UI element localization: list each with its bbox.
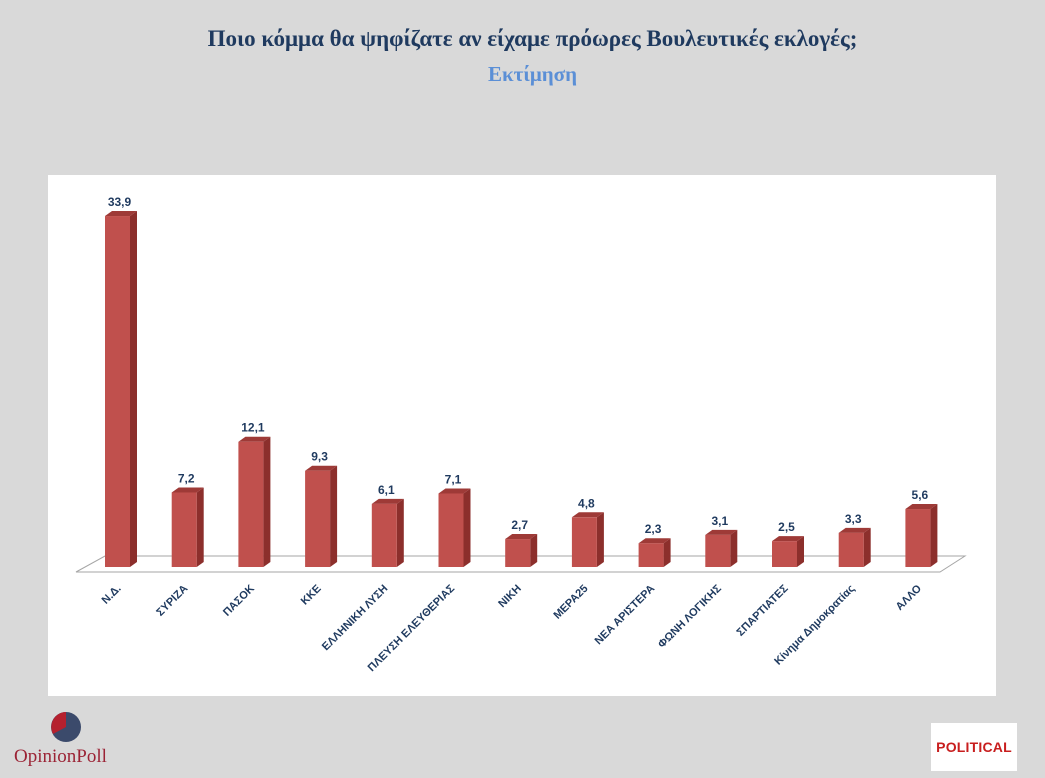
data-label: 2,5: [778, 520, 795, 534]
data-label: 3,1: [711, 514, 728, 528]
bar: [505, 539, 531, 567]
bar-side: [130, 211, 137, 568]
opinionpoll-logo-text: OpinionPoll: [14, 746, 107, 767]
bar: [438, 493, 464, 567]
bar-top: [838, 527, 871, 533]
bar: [305, 470, 331, 567]
political-logo-text: POLITICAL: [936, 739, 1012, 755]
bar-top: [305, 465, 338, 471]
bar-top: [438, 488, 471, 494]
category-tick-label: ΚΚΕ: [299, 583, 324, 608]
bar: [638, 543, 664, 567]
category-tick-label: ΜΕΡΑ25: [551, 583, 590, 622]
bars-group: 33,9 Ν.Δ. 7,2 ΣΥΡΙΖΑ 12,1 ΠΑΣΟΚ 9,3 ΚΚΕ 6,1 ΕΛΛΗΝ…: [100, 195, 938, 674]
data-label: 2,3: [645, 522, 662, 536]
category-tick-label: ΝΕΑ ΑΡΙΣΤΕΡΑ: [593, 583, 658, 648]
opinionpoll-logo: [12, 708, 122, 770]
bar: [772, 541, 797, 567]
bar-side: [930, 504, 938, 567]
bar-side: [396, 498, 404, 567]
category-tick-label: ΣΥΡΙΖΑ: [154, 583, 190, 619]
bar: [838, 532, 864, 567]
category-tick-label: ΕΛΛΗΝΙΚΗ ΛΥΣΗ: [320, 583, 391, 654]
data-label: 9,3: [311, 450, 328, 464]
bar-side: [730, 529, 738, 567]
bar-top: [238, 436, 271, 442]
bar-top: [105, 211, 137, 217]
bar-side: [196, 487, 204, 567]
bar-side: [530, 534, 538, 567]
bar-side: [797, 536, 804, 567]
data-label: 4,8: [578, 496, 595, 510]
category-tick-label: ΑΛΛΟ: [894, 582, 925, 613]
data-label: 2,7: [511, 518, 528, 532]
data-label: 7,1: [445, 472, 462, 486]
data-label: 3,3: [845, 512, 862, 526]
bar-top: [171, 487, 204, 493]
bar-side: [863, 527, 871, 567]
category-tick-label: ΝΙΚΗ: [496, 583, 524, 611]
chart-title: Ποιο κόμμα θα ψηφίζατε αν είχαμε πρόωρες…: [207, 26, 858, 51]
data-label: 7,2: [178, 471, 195, 485]
bar-side: [330, 465, 338, 567]
bar: [238, 441, 264, 567]
bar-side: [463, 488, 471, 567]
bar-top: [905, 504, 938, 510]
bar: [905, 509, 931, 567]
bar-top: [371, 498, 404, 504]
bar: [571, 517, 597, 567]
political-logo: POLITICAL: [931, 723, 1017, 771]
chart-subtitle: Εκτίμηση: [487, 62, 578, 86]
bar: [371, 503, 397, 567]
bar-top: [505, 534, 538, 540]
bar-top: [705, 529, 738, 535]
bar-side: [263, 436, 271, 567]
bar-top: [772, 536, 804, 542]
category-tick-label: ΣΠΑΡΤΙΑΤΕΣ: [735, 582, 791, 638]
data-label: 12,1: [241, 421, 265, 435]
bar: [171, 492, 197, 567]
category-tick-label: ΠΑΣΟΚ: [221, 583, 257, 619]
bar: [105, 216, 130, 568]
category-tick-label: ΦΩΝΗ ΛΟΓΙΚΗΣ: [656, 582, 724, 650]
data-label: 6,1: [378, 483, 395, 497]
chart-panel: 33,9 Ν.Δ. 7,2 ΣΥΡΙΖΑ 12,1 ΠΑΣΟΚ 9,3 ΚΚΕ 6,1 ΕΛΛΗΝ…: [48, 175, 996, 696]
bar: [705, 534, 731, 567]
bar-side: [596, 512, 604, 567]
bar-side: [663, 538, 671, 567]
bar-top: [638, 538, 671, 544]
data-label: 33,9: [108, 195, 132, 209]
bar-top: [571, 512, 604, 518]
bar-chart: 33,9 Ν.Δ. 7,2 ΣΥΡΙΖΑ 12,1 ΠΑΣΟΚ 9,3 ΚΚΕ 6,1 ΕΛΛΗΝ…: [75, 195, 967, 674]
data-label: 5,6: [912, 488, 929, 502]
category-tick-label: Ν.Δ.: [100, 583, 124, 607]
